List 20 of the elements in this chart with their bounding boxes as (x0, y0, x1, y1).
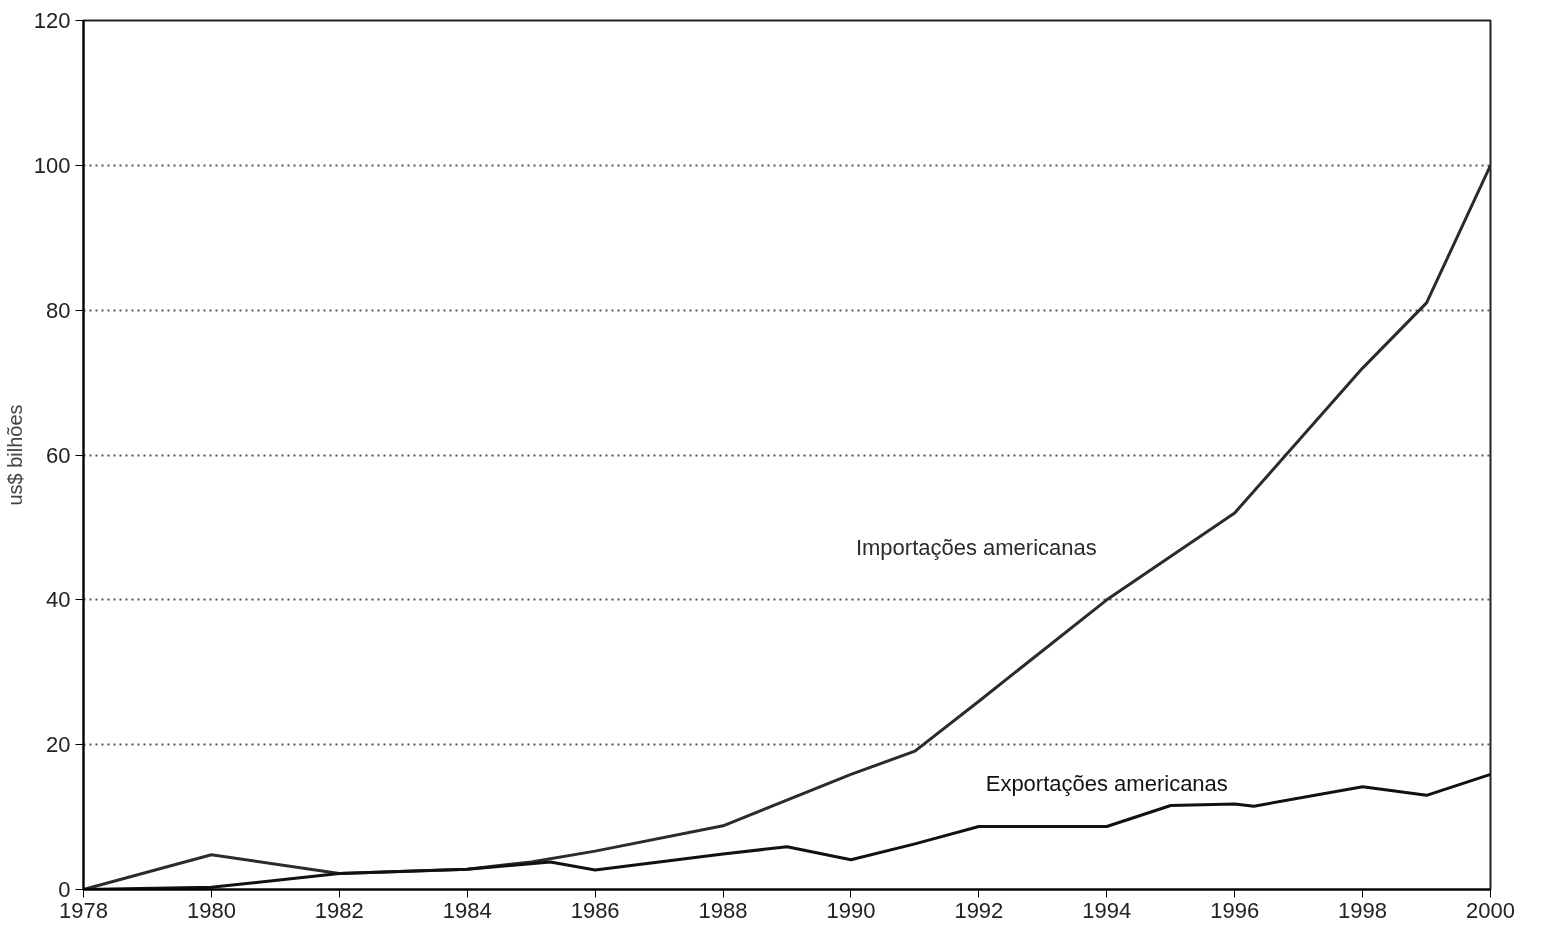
x-tick-label: 1980 (186, 897, 236, 923)
x-tick-label: 2000 (1466, 897, 1515, 923)
series-label: Importações americanas (855, 534, 1097, 560)
x-tick-label: 1986 (570, 897, 620, 923)
series-label: Exportações americanas (985, 771, 1228, 797)
y-tick-label: 80 (46, 297, 71, 323)
x-tick-label: 1984 (442, 897, 492, 923)
x-tick-label: 1982 (314, 897, 364, 923)
x-tick-label: 1988 (698, 897, 748, 923)
x-tick-label: 1994 (1082, 897, 1132, 923)
y-tick-label: 40 (46, 587, 71, 613)
y-axis-title: us$ bilhões (3, 404, 26, 506)
x-tick-label: 1992 (954, 897, 1004, 923)
x-tick-label: 1990 (826, 897, 876, 923)
y-tick-label: 20 (46, 732, 71, 758)
y-tick-label: 60 (46, 442, 71, 468)
y-tick-label: 120 (33, 8, 71, 33)
y-tick-label: 100 (33, 152, 71, 178)
x-tick-label: 1998 (1338, 897, 1388, 923)
x-tick-label: 1996 (1210, 897, 1260, 923)
